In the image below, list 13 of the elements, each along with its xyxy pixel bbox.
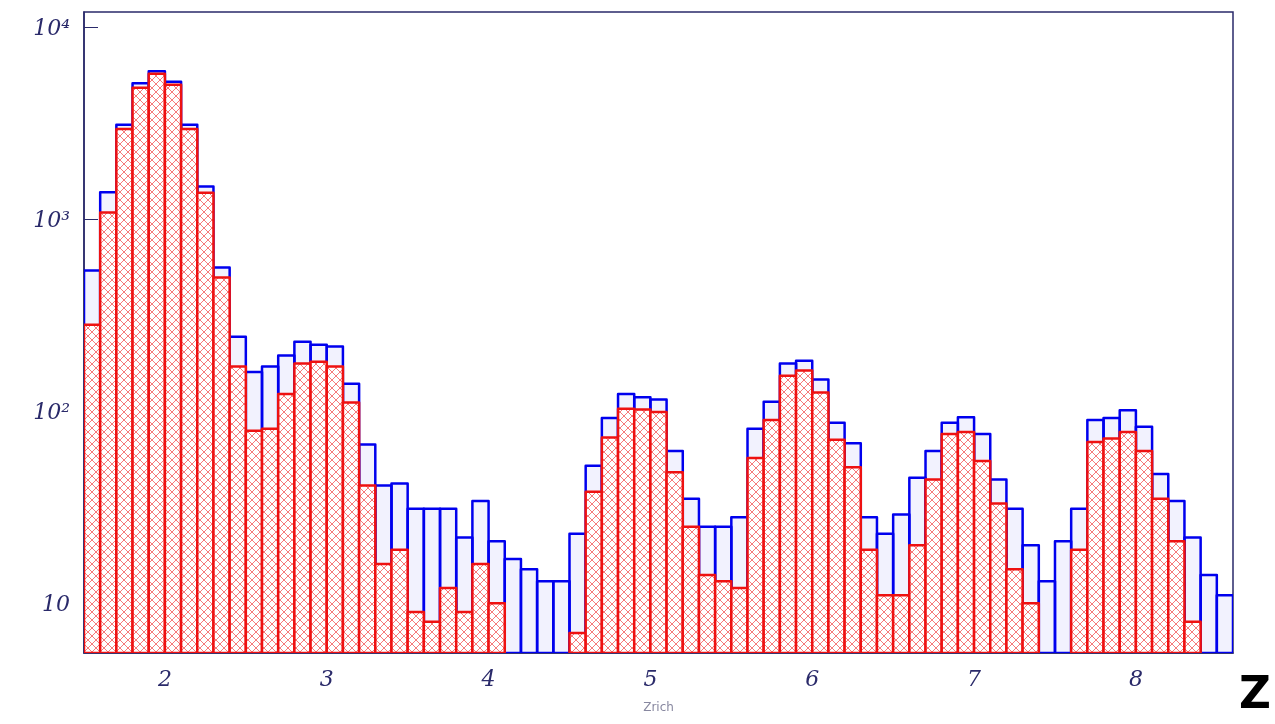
y-tick-label: 10³ — [33, 206, 70, 232]
y-tick-label: 10 — [42, 590, 70, 616]
x-tick-label: 5 — [643, 665, 658, 691]
x-tick-label: 6 — [805, 665, 820, 691]
y-tick-label: 10⁴ — [33, 14, 70, 40]
x-tick-label: 2 — [156, 665, 172, 691]
x-tick-label: 3 — [319, 665, 334, 691]
x-tick-label: 8 — [1128, 665, 1143, 691]
y-tick-label: 10² — [33, 398, 70, 424]
x-tick-label: 7 — [967, 665, 982, 691]
x-tick-label: 4 — [480, 665, 496, 691]
text: Z — [1239, 666, 1271, 718]
x-axis-title: Zrich — [643, 700, 674, 714]
